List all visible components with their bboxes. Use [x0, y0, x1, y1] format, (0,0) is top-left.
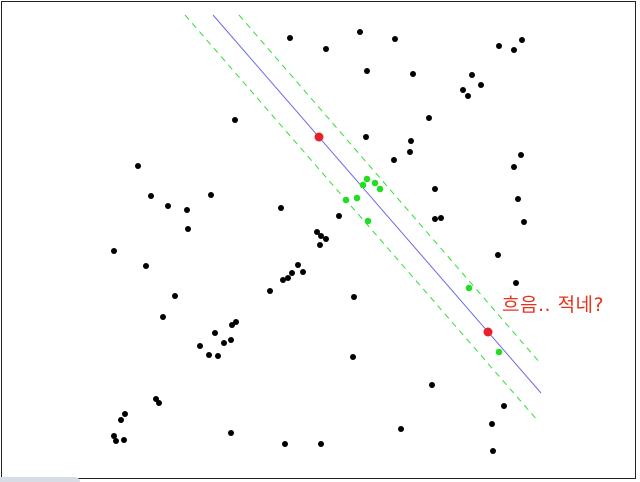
annotation-text: 흐음.. 적네? [502, 294, 605, 316]
window-tab-strip [0, 477, 80, 482]
tolerance-band [184, 14, 542, 422]
data-point [318, 441, 324, 447]
data-point [185, 226, 191, 232]
data-point [489, 421, 495, 427]
data-point [314, 229, 320, 235]
data-point [135, 163, 141, 169]
data-point [228, 337, 234, 343]
data-point [318, 233, 324, 239]
data-point [351, 294, 357, 300]
sample-point [314, 132, 324, 142]
data-point [285, 275, 291, 281]
data-point [336, 213, 342, 219]
data-point [208, 192, 214, 198]
data-point [287, 35, 293, 41]
data-point [429, 382, 435, 388]
data-point [229, 322, 235, 328]
data-point [300, 269, 306, 275]
data-point [232, 117, 238, 123]
data-point [148, 193, 154, 199]
sample-point [483, 327, 493, 337]
data-point [408, 138, 414, 144]
data-point [197, 343, 203, 349]
data-point [432, 186, 438, 192]
data-point [206, 352, 212, 358]
data-point [323, 46, 329, 52]
data-point [165, 203, 171, 209]
data-point [469, 72, 475, 78]
data-point [364, 68, 370, 74]
data-point [460, 87, 466, 93]
data-point [465, 93, 471, 99]
inlier-point [359, 181, 367, 189]
inlier-point [342, 196, 350, 204]
data-point [323, 236, 329, 242]
data-point [478, 82, 484, 88]
data-point [521, 219, 527, 225]
data-point [392, 36, 398, 42]
inlier-point [376, 185, 384, 193]
data-point [432, 216, 438, 222]
data-point [113, 438, 119, 444]
outlier-points [111, 29, 527, 454]
data-point [363, 134, 369, 140]
data-point [501, 403, 507, 409]
data-point [438, 215, 444, 221]
band-lower-line [184, 14, 539, 422]
data-point [511, 164, 517, 170]
data-point [221, 340, 227, 346]
inlier-points [342, 175, 503, 356]
data-point [184, 207, 190, 213]
data-point [160, 314, 166, 320]
data-point [156, 400, 162, 406]
inlier-point [364, 217, 372, 225]
data-point [357, 29, 363, 35]
data-point [295, 262, 301, 268]
inlier-point [465, 284, 473, 292]
data-point [511, 47, 517, 53]
fitted-line [212, 14, 542, 394]
inlier-point [363, 175, 371, 183]
data-point [391, 157, 397, 163]
data-point [495, 252, 501, 258]
inlier-point [353, 194, 361, 202]
data-point [118, 417, 124, 423]
data-point [111, 433, 117, 439]
data-point [518, 152, 524, 158]
data-point [282, 441, 288, 447]
data-point [143, 263, 149, 269]
data-point [289, 270, 295, 276]
data-point [122, 411, 128, 417]
data-point [519, 37, 525, 43]
data-point [212, 330, 218, 336]
data-point [407, 149, 413, 155]
data-point [513, 280, 519, 286]
data-point [111, 248, 117, 254]
inlier-point [371, 179, 379, 187]
data-point [350, 354, 356, 360]
data-point [280, 277, 286, 283]
data-point [172, 293, 178, 299]
data-point [278, 205, 284, 211]
data-point [410, 71, 416, 77]
data-point [490, 448, 496, 454]
data-point [398, 426, 404, 432]
data-point [228, 430, 234, 436]
data-point [121, 437, 127, 443]
band-upper-line [238, 14, 542, 365]
data-point [515, 196, 521, 202]
data-point [496, 43, 502, 49]
data-point [215, 353, 221, 359]
data-point [267, 288, 273, 294]
data-point [426, 115, 432, 121]
sample-points [314, 132, 493, 337]
data-point [317, 242, 323, 248]
inlier-point [495, 348, 503, 356]
